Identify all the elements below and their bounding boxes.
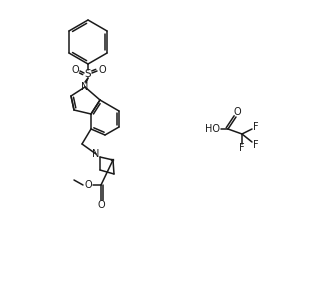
Text: N: N bbox=[81, 82, 89, 92]
Text: O: O bbox=[233, 107, 241, 117]
Text: O: O bbox=[97, 200, 105, 210]
Text: S: S bbox=[85, 69, 91, 79]
Text: F: F bbox=[253, 122, 259, 132]
Text: O: O bbox=[98, 65, 106, 75]
Text: O: O bbox=[84, 180, 92, 190]
Text: F: F bbox=[253, 140, 259, 150]
Text: N: N bbox=[92, 149, 100, 159]
Text: O: O bbox=[71, 65, 79, 75]
Text: F: F bbox=[239, 143, 245, 153]
Text: HO: HO bbox=[206, 124, 220, 134]
